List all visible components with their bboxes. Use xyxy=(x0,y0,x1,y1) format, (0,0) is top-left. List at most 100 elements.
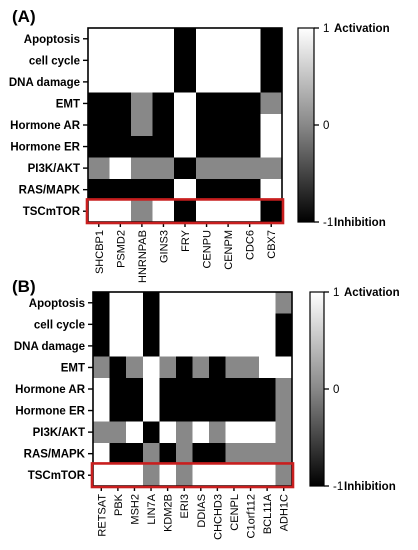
row-label: RAS/MAPK xyxy=(24,449,86,461)
heatmap-cell xyxy=(192,421,210,444)
heatmap-cell xyxy=(217,178,240,201)
heatmap-cell xyxy=(109,114,132,137)
heatmap-cell xyxy=(209,356,227,379)
heatmap-cell xyxy=(260,49,283,72)
heatmap-cell xyxy=(242,313,260,336)
heatmap-cell xyxy=(258,399,276,422)
row-label: EMT xyxy=(61,362,85,374)
column-label: CDC6 xyxy=(245,230,257,260)
heatmap-cell xyxy=(109,335,127,358)
column-label: KDM2B xyxy=(163,494,175,532)
panel-label: (A) xyxy=(12,7,36,26)
column-label: CENPL xyxy=(229,494,241,531)
heatmap-cell xyxy=(195,71,218,94)
heatmap-cell xyxy=(175,356,193,379)
heatmap-cell xyxy=(109,92,132,115)
heatmap-cell xyxy=(88,114,110,137)
heatmap-cell xyxy=(260,135,283,158)
heatmap-cell xyxy=(217,200,240,223)
heatmap-cell xyxy=(88,49,110,72)
heatmap-cell xyxy=(142,292,160,314)
row-label: Apoptosis xyxy=(24,34,80,46)
heatmap-cell xyxy=(131,71,154,94)
heatmap-cell xyxy=(209,292,227,314)
heatmap-cell xyxy=(152,200,175,223)
heatmap-cell xyxy=(260,178,283,201)
heatmap-cell xyxy=(192,335,210,358)
heatmap-cell xyxy=(109,157,132,180)
heatmap-cell xyxy=(242,442,260,465)
heatmap-cell xyxy=(174,114,197,137)
heatmap-cell xyxy=(242,421,260,444)
column-label: C1orf112 xyxy=(246,494,258,538)
heatmap-cell xyxy=(195,114,218,137)
column-label: ERI3 xyxy=(179,494,191,518)
heatmap-cell xyxy=(109,49,132,72)
heatmap-cell xyxy=(260,157,283,180)
heatmap-cell xyxy=(192,313,210,336)
heatmap-cell xyxy=(175,399,193,422)
heatmap-cell xyxy=(174,49,197,72)
heatmap-cell xyxy=(225,464,243,487)
heatmap-cell xyxy=(93,313,110,336)
heatmap-cell xyxy=(152,157,175,180)
colorbar-tick-label: 0 xyxy=(323,120,329,132)
heatmap-cell xyxy=(126,335,144,358)
heatmap-cell xyxy=(93,442,110,465)
colorbar-tick-label: 0 xyxy=(333,384,339,396)
heatmap-cell xyxy=(209,464,227,487)
colorbar-top-label: Activation xyxy=(344,287,400,299)
heatmap-cell xyxy=(242,399,260,422)
heatmap-cell xyxy=(275,292,293,314)
row-label: Hormone AR xyxy=(15,384,86,396)
heatmap-cell xyxy=(109,200,132,223)
column-label: SHCBP1 xyxy=(94,230,106,274)
heatmap-cell xyxy=(142,335,160,358)
colorbar xyxy=(297,27,315,223)
heatmap-cell xyxy=(258,442,276,465)
row-label: PI3K/AKT xyxy=(28,163,80,175)
heatmap-cell xyxy=(192,292,210,314)
heatmap-cell xyxy=(93,292,110,314)
row-label: Apoptosis xyxy=(29,298,85,310)
column-label: CENPU xyxy=(202,230,214,269)
heatmap-cell xyxy=(174,200,197,223)
heatmap-cell xyxy=(192,378,210,401)
heatmap-cell xyxy=(152,135,175,158)
heatmap-cell xyxy=(258,313,276,336)
heatmap-cell xyxy=(93,421,110,444)
heatmap-cell xyxy=(126,442,144,465)
column-label: FRY xyxy=(180,229,192,251)
row-label: cell cycle xyxy=(29,55,80,67)
row-label: Hormone ER xyxy=(10,142,80,154)
heatmap-cell xyxy=(238,135,261,158)
column-label: PBK xyxy=(113,493,125,516)
heatmap-cell xyxy=(275,378,293,401)
heatmap-cell xyxy=(142,421,160,444)
heatmap-cell xyxy=(258,292,276,314)
heatmap-cell xyxy=(159,356,177,379)
heatmap-cell xyxy=(174,157,197,180)
heatmap-cell xyxy=(217,114,240,137)
heatmap-cell xyxy=(174,178,197,201)
heatmap-cell xyxy=(152,49,175,72)
heatmap-cell xyxy=(258,356,276,379)
heatmap-cell xyxy=(192,399,210,422)
heatmap-cell xyxy=(109,71,132,94)
column-label: HNRNPAB xyxy=(137,230,149,283)
column-label: CBX7 xyxy=(266,230,278,259)
heatmap-cell xyxy=(93,356,110,379)
column-label: MSH2 xyxy=(129,494,141,525)
heatmap-cell xyxy=(142,313,160,336)
heatmap-panel-b: (B) Apoptosis cell cycle DNA damage EMT Hormo… xyxy=(12,277,400,540)
heatmap-cell xyxy=(152,92,175,115)
heatmap-cell xyxy=(109,378,127,401)
row-label: RAS/MAPK xyxy=(19,185,81,197)
heatmap-cell xyxy=(93,378,110,401)
row-label: DNA damage xyxy=(14,341,85,353)
heatmap-cell xyxy=(126,292,144,314)
heatmap-cell xyxy=(209,421,227,444)
colorbar-tick-label: 1 xyxy=(333,287,339,299)
heatmap-cell xyxy=(258,421,276,444)
heatmap-cell xyxy=(192,442,210,465)
